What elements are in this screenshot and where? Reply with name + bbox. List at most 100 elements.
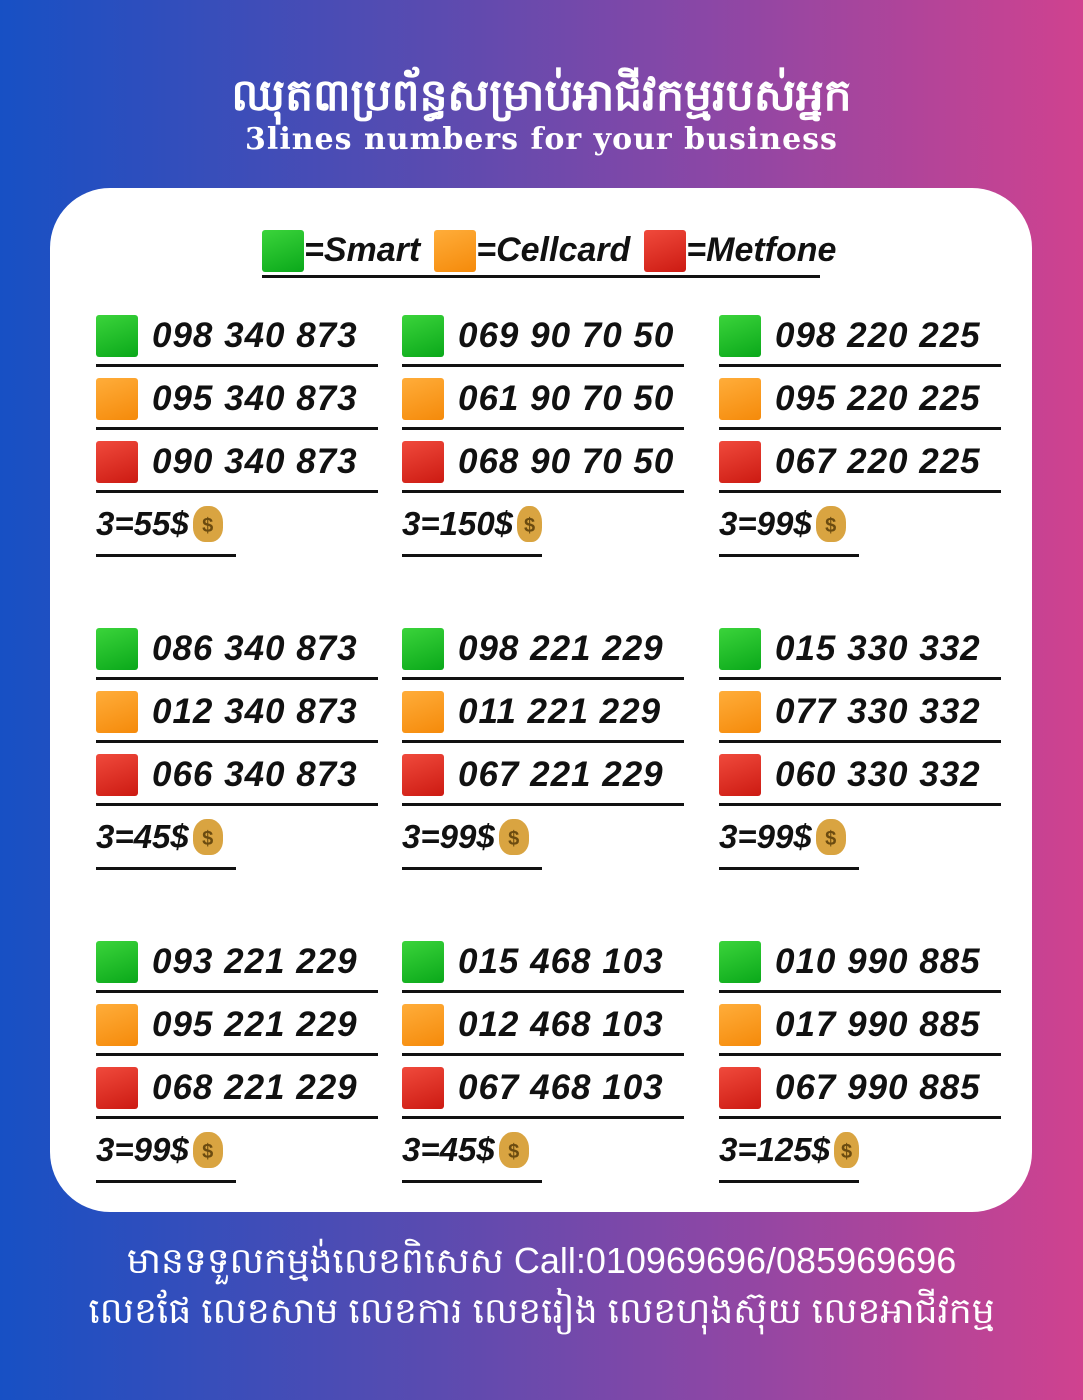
number-row-smart: 086 340 873 <box>96 617 378 680</box>
smart-operator-icon <box>402 315 444 357</box>
phone-number: 060 330 332 <box>775 755 981 794</box>
money-bag-icon: $ <box>498 1131 529 1168</box>
price-label: 3=99$ <box>719 817 812 855</box>
cellcard-operator-icon <box>402 378 444 420</box>
smart-operator-icon <box>402 628 444 670</box>
number-set: 015 330 332 077 330 332 060 330 332 3=99$ $ <box>719 617 1001 870</box>
phone-number: 069 90 70 50 <box>458 316 675 355</box>
number-row-metfone: 060 330 332 <box>719 743 1001 806</box>
legend: =Smart =Cellcard =Metfone <box>262 226 836 278</box>
number-row-smart: 069 90 70 50 <box>402 304 684 367</box>
money-bag-icon: $ <box>834 1131 859 1168</box>
phone-number: 093 221 229 <box>152 942 358 981</box>
price-label: 3=150$ <box>402 504 514 542</box>
money-bag-icon: $ <box>192 505 223 542</box>
number-row-smart: 098 221 229 <box>402 617 684 680</box>
phone-number: 011 221 229 <box>458 692 662 731</box>
number-row-metfone: 067 221 229 <box>402 743 684 806</box>
number-set: 093 221 229 095 221 229 068 221 229 3=99$ $ <box>96 930 378 1183</box>
number-row-metfone: 068 90 70 50 <box>402 430 684 493</box>
phone-number: 068 221 229 <box>152 1068 358 1107</box>
phone-number: 086 340 873 <box>152 629 358 668</box>
phone-number: 095 220 225 <box>775 379 981 418</box>
money-bag-icon: $ <box>192 1131 223 1168</box>
phone-number: 095 340 873 <box>152 379 358 418</box>
phone-number: 015 468 103 <box>458 942 664 981</box>
set-price: 3=99$ $ <box>719 806 859 870</box>
cellcard-operator-icon <box>719 378 761 420</box>
price-label: 3=45$ <box>402 1130 495 1168</box>
price-label: 3=99$ <box>402 817 495 855</box>
number-row-cellcard: 095 340 873 <box>96 367 378 430</box>
legend-label: =Smart <box>304 231 421 269</box>
metfone-operator-icon <box>719 754 761 796</box>
money-bag-icon: $ <box>192 818 223 855</box>
number-row-smart: 010 990 885 <box>719 930 1001 993</box>
number-row-metfone: 067 220 225 <box>719 430 1001 493</box>
number-set: 098 340 873 095 340 873 090 340 873 3=55$ $ <box>96 304 378 557</box>
number-row-metfone: 067 990 885 <box>719 1056 1001 1119</box>
metfone-operator-icon <box>96 754 138 796</box>
metfone-operator-icon <box>402 441 444 483</box>
number-row-smart: 098 340 873 <box>96 304 378 367</box>
metfone-operator-icon <box>719 441 761 483</box>
cellcard-color-icon <box>434 229 477 272</box>
cellcard-operator-icon <box>96 378 138 420</box>
metfone-operator-icon <box>402 754 444 796</box>
number-set: 015 468 103 012 468 103 067 468 103 3=45$ $ <box>402 930 684 1183</box>
number-row-cellcard: 061 90 70 50 <box>402 367 684 430</box>
legend-label: =Metfone <box>686 231 837 269</box>
phone-number: 095 221 229 <box>152 1005 358 1044</box>
legend-metfone: =Metfone <box>644 229 837 272</box>
number-set: 098 220 225 095 220 225 067 220 225 3=99$ $ <box>719 304 1001 557</box>
cellcard-operator-icon <box>719 691 761 733</box>
smart-operator-icon <box>719 315 761 357</box>
smart-operator-icon <box>96 315 138 357</box>
metfone-operator-icon <box>96 441 138 483</box>
phone-number: 098 221 229 <box>458 629 664 668</box>
set-price: 3=55$ $ <box>96 493 236 557</box>
legend-cellcard: =Cellcard <box>434 229 630 272</box>
number-row-metfone: 066 340 873 <box>96 743 378 806</box>
money-bag-icon: $ <box>498 818 529 855</box>
set-price: 3=150$ $ <box>402 493 542 557</box>
legend-smart: =Smart <box>262 229 421 272</box>
number-set: 069 90 70 50 061 90 70 50 068 90 70 50 3=15… <box>402 304 684 557</box>
phone-number: 066 340 873 <box>152 755 358 794</box>
smart-operator-icon <box>719 628 761 670</box>
price-label: 3=99$ <box>719 504 812 542</box>
price-label: 3=99$ <box>96 1130 189 1168</box>
smart-operator-icon <box>719 941 761 983</box>
set-price: 3=125$ $ <box>719 1119 859 1183</box>
set-price: 3=99$ $ <box>96 1119 236 1183</box>
price-label: 3=45$ <box>96 817 189 855</box>
smart-operator-icon <box>402 941 444 983</box>
set-price: 3=45$ $ <box>96 806 236 870</box>
number-row-cellcard: 012 468 103 <box>402 993 684 1056</box>
number-row-smart: 015 468 103 <box>402 930 684 993</box>
phone-number: 010 990 885 <box>775 942 981 981</box>
number-row-cellcard: 012 340 873 <box>96 680 378 743</box>
page-subtitle: 3lines numbers for your business <box>245 122 838 157</box>
phone-number: 067 221 229 <box>458 755 664 794</box>
metfone-operator-icon <box>719 1067 761 1109</box>
phone-number: 068 90 70 50 <box>458 442 675 481</box>
number-row-cellcard: 077 330 332 <box>719 680 1001 743</box>
phone-number: 067 468 103 <box>458 1068 664 1107</box>
phone-number: 061 90 70 50 <box>458 379 675 418</box>
footer-contact: មានទទួលកម្មង់លេខពិសេស Call:010969696/085… <box>126 1240 957 1281</box>
phone-number: 015 330 332 <box>775 629 981 668</box>
set-price: 3=99$ $ <box>719 493 859 557</box>
phone-number: 017 990 885 <box>775 1005 981 1044</box>
smart-operator-icon <box>96 628 138 670</box>
numbers-card: =Smart =Cellcard =Metfone 098 340 873 095… <box>50 188 1032 1212</box>
money-bag-icon: $ <box>815 818 846 855</box>
phone-number: 012 340 873 <box>152 692 358 731</box>
number-set: 086 340 873 012 340 873 066 340 873 3=45$ $ <box>96 617 378 870</box>
number-row-metfone: 068 221 229 <box>96 1056 378 1119</box>
number-row-smart: 015 330 332 <box>719 617 1001 680</box>
cellcard-operator-icon <box>96 691 138 733</box>
phone-number: 098 340 873 <box>152 316 358 355</box>
phone-number: 098 220 225 <box>775 316 981 355</box>
number-set: 010 990 885 017 990 885 067 990 885 3=125$ $ <box>719 930 1001 1183</box>
